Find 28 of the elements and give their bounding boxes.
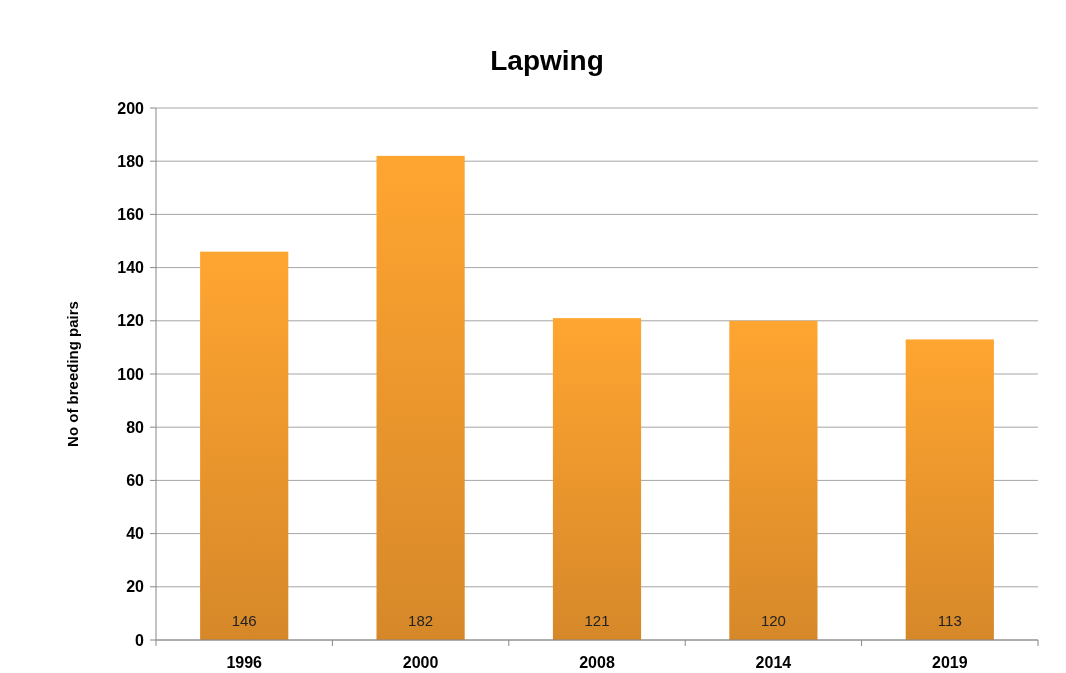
x-tick-label: 2000: [402, 654, 439, 671]
y-tick-label: 40: [126, 525, 145, 543]
x-tick-label: 2008: [579, 654, 615, 671]
data-label: 120: [760, 612, 786, 629]
x-tick-label: 1996: [226, 654, 263, 671]
y-tick-label: 140: [117, 259, 145, 277]
data-label: 121: [584, 612, 610, 629]
y-axis-title: No of breeding pairs: [64, 301, 81, 447]
y-tick-label: 120: [117, 312, 145, 330]
x-tick-label: 2019: [932, 654, 968, 671]
y-tick-label: 100: [117, 365, 145, 383]
y-tick-label: 200: [117, 99, 145, 117]
bar: [729, 320, 818, 640]
bar: [200, 251, 289, 640]
chart-title: Lapwing: [490, 45, 604, 76]
data-label: 113: [937, 612, 962, 629]
y-tick-label: 20: [126, 578, 145, 596]
y-tick-label: 60: [126, 472, 145, 489]
bar: [905, 339, 994, 640]
y-tick-label: 180: [117, 152, 145, 170]
y-tick-label: 80: [126, 418, 145, 436]
data-label: 182: [408, 612, 434, 629]
bar: [376, 155, 465, 640]
y-tick-label: 0: [135, 631, 145, 649]
bar: [552, 318, 642, 640]
y-tick-label: 160: [117, 206, 145, 223]
x-tick-label: 2014: [755, 654, 792, 671]
data-label: 146: [231, 612, 257, 629]
